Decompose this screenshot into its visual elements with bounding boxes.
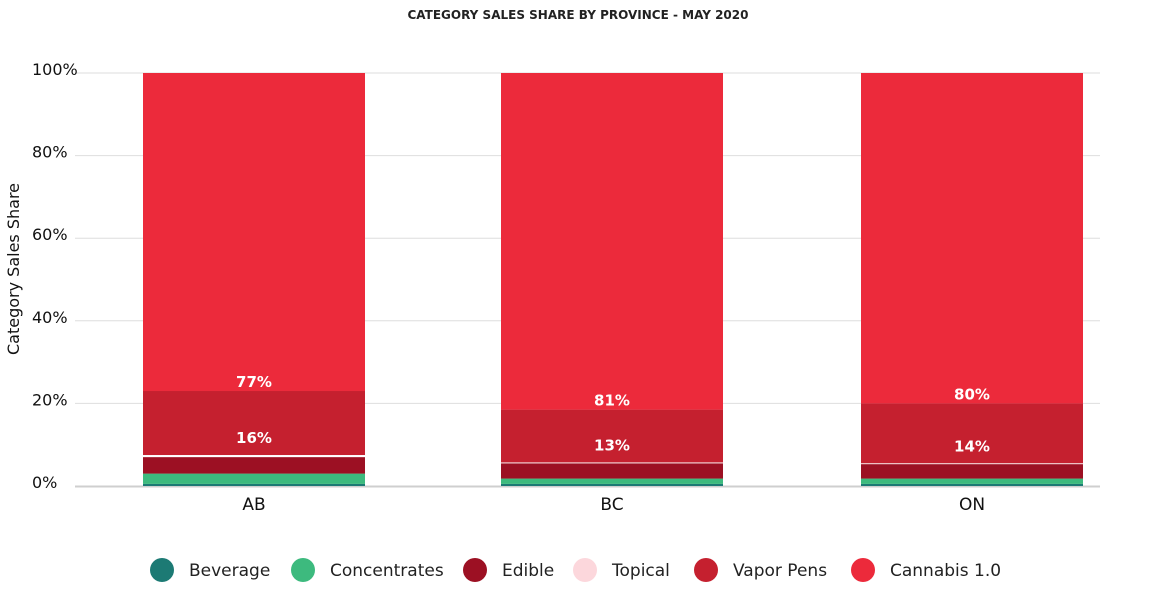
legend-label: Topical	[611, 561, 670, 581]
data-label: 16%	[236, 429, 272, 447]
data-label: 77%	[236, 373, 272, 391]
legend-item: Topical	[573, 558, 670, 582]
legend-swatch	[150, 558, 174, 582]
bar-segment	[861, 483, 1083, 486]
bar-segment	[501, 409, 723, 463]
bar-segment	[143, 473, 365, 484]
legend: Beverage Concentrates Edible Topical Vapor P…	[150, 558, 1001, 582]
bar-segment	[861, 464, 1083, 479]
bar-segment	[143, 391, 365, 456]
y-tick-label: 80%	[32, 143, 68, 162]
data-label: 14%	[954, 437, 990, 455]
bar-segment	[861, 73, 1083, 404]
legend-label: Beverage	[189, 561, 270, 581]
bar-segment	[143, 457, 365, 474]
bar-segment	[501, 478, 723, 484]
x-tick-label: AB	[242, 495, 265, 515]
legend-swatch	[573, 558, 597, 582]
legend-item: Concentrates	[291, 558, 444, 582]
y-axis-label: Category Sales Share	[4, 183, 23, 355]
y-tick-label: 100%	[32, 60, 78, 79]
chart-title: CATEGORY SALES SHARE BY PROVINCE - MAY 2…	[408, 8, 749, 22]
legend-label: Vapor Pens	[733, 561, 827, 581]
data-label: 81%	[594, 392, 630, 410]
bar-segment	[861, 403, 1083, 464]
data-label: 13%	[594, 436, 630, 454]
y-tick-labels: 0% 20% 40% 60% 80% 100%	[32, 60, 78, 492]
legend-label: Edible	[502, 561, 554, 581]
x-tick-labels: AB BC ON	[242, 495, 985, 515]
bar-segment	[861, 463, 1083, 465]
bar-segment	[501, 462, 723, 464]
bar-segment	[143, 455, 365, 458]
legend-item: Beverage	[150, 558, 270, 582]
legend-swatch	[463, 558, 487, 582]
legend-item: Vapor Pens	[694, 558, 827, 582]
legend-swatch	[851, 558, 875, 582]
legend-label: Concentrates	[330, 561, 444, 581]
data-labels: 77% 16% 81% 13% 80% 14%	[236, 373, 990, 455]
bar-segment	[501, 463, 723, 479]
bar-segment	[861, 478, 1083, 484]
legend-swatch	[291, 558, 315, 582]
x-tick-label: BC	[600, 495, 623, 515]
bar-segment	[501, 483, 723, 486]
y-tick-label: 20%	[32, 390, 68, 409]
y-tick-label: 60%	[32, 225, 68, 244]
bar-segment	[143, 73, 365, 392]
x-tick-label: ON	[959, 495, 985, 515]
legend-item: Cannabis 1.0	[851, 558, 1001, 582]
legend-swatch	[694, 558, 718, 582]
legend-item: Edible	[463, 558, 554, 582]
bars	[143, 73, 1083, 486]
y-tick-label: 0%	[32, 473, 57, 492]
y-tick-label: 40%	[32, 308, 68, 327]
bar-segment	[143, 483, 365, 486]
bar-segment	[501, 73, 723, 410]
data-label: 80%	[954, 385, 990, 403]
legend-label: Cannabis 1.0	[890, 561, 1001, 581]
